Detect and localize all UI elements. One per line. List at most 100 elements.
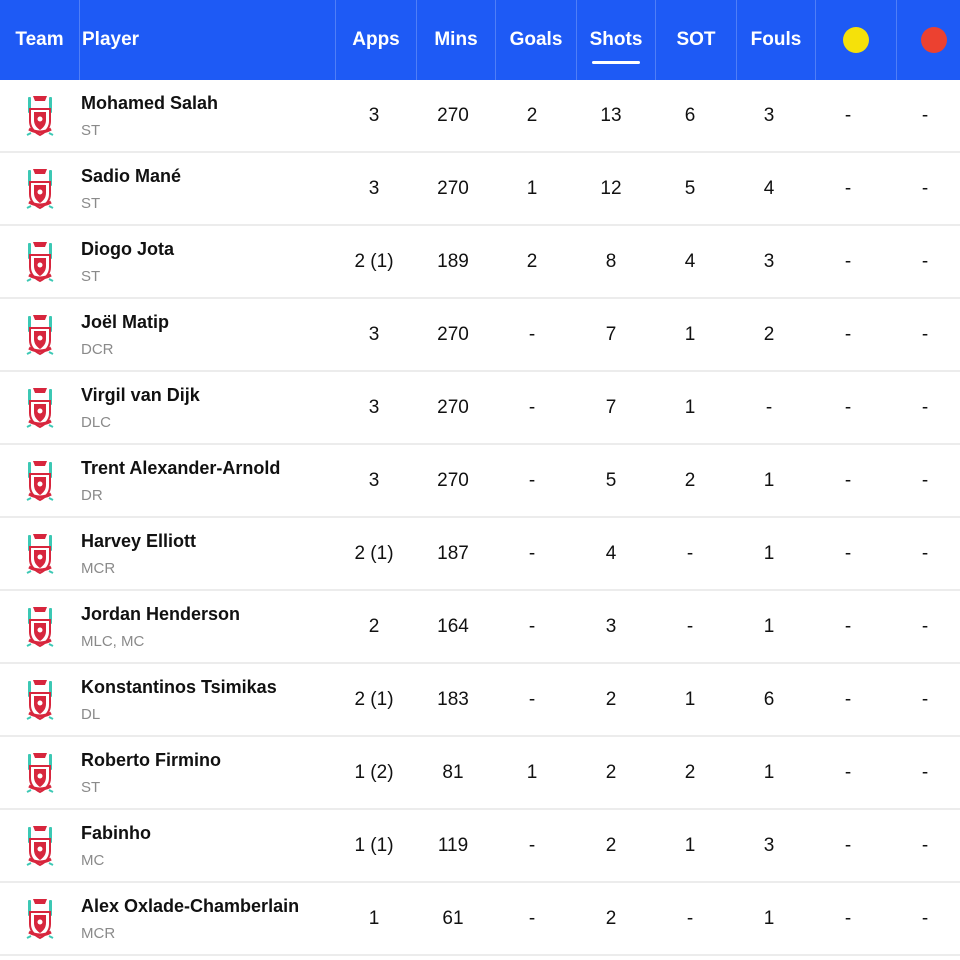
player-cell: Harvey Elliott MCR bbox=[79, 518, 334, 589]
mins-cell: 270 bbox=[437, 396, 469, 418]
apps-cell: 2 (1) bbox=[354, 542, 394, 564]
player-position: ST bbox=[81, 268, 101, 285]
sot-cell: 6 bbox=[684, 104, 696, 126]
mins-cell: 189 bbox=[437, 250, 469, 272]
fouls-cell: 3 bbox=[763, 834, 775, 856]
table-row[interactable]: Roberto Firmino ST 1 (2) 81 1 2 2 1 - - bbox=[0, 737, 960, 810]
yellow-cards-cell: - bbox=[844, 834, 852, 856]
team-cell bbox=[0, 372, 79, 443]
table-row[interactable]: Konstantinos Tsimikas DL 2 (1) 183 - 2 1… bbox=[0, 664, 960, 737]
goals-cell: 1 bbox=[526, 761, 538, 783]
yellow-cards-cell: - bbox=[844, 907, 852, 929]
player-name[interactable]: Konstantinos Tsimikas bbox=[81, 677, 277, 697]
column-header-shots[interactable]: Shots bbox=[577, 0, 656, 80]
liverpool-crest-icon bbox=[26, 387, 53, 428]
player-name[interactable]: Sadio Mané bbox=[81, 166, 182, 186]
fouls-cell: 4 bbox=[763, 177, 775, 199]
player-cell: Joël Matip DCR bbox=[79, 299, 334, 370]
table-row[interactable]: Trent Alexander-Arnold DR 3 270 - 5 2 1 … bbox=[0, 445, 960, 518]
player-position: MLC, MC bbox=[81, 633, 145, 650]
player-name[interactable]: Mohamed Salah bbox=[81, 93, 219, 113]
column-header-player[interactable]: Player bbox=[80, 0, 336, 80]
red-cards-cell: - bbox=[921, 542, 929, 564]
red-cards-cell: - bbox=[921, 323, 929, 345]
player-cell: Virgil van Dijk DLC bbox=[79, 372, 334, 443]
player-position: DL bbox=[81, 706, 101, 723]
shots-cell: 4 bbox=[605, 542, 617, 564]
column-header-apps[interactable]: Apps bbox=[336, 0, 417, 80]
fouls-cell: 3 bbox=[763, 104, 775, 126]
player-cell: Konstantinos Tsimikas DL bbox=[79, 664, 334, 735]
player-cell: Fabinho MC bbox=[79, 810, 334, 881]
yellow-cards-cell: - bbox=[844, 469, 852, 491]
yellow-cards-cell: - bbox=[844, 761, 852, 783]
column-header-mins[interactable]: Mins bbox=[417, 0, 496, 80]
team-cell bbox=[0, 664, 79, 735]
column-header-sot[interactable]: SOT bbox=[656, 0, 737, 80]
table-row[interactable]: Diogo Jota ST 2 (1) 189 2 8 4 3 - - bbox=[0, 226, 960, 299]
player-position: MCR bbox=[81, 925, 116, 942]
red-cards-cell: - bbox=[921, 177, 929, 199]
table-row[interactable]: Sadio Mané ST 3 270 1 12 5 4 - - bbox=[0, 153, 960, 226]
fouls-cell: 2 bbox=[763, 323, 775, 345]
yellow-cards-cell: - bbox=[844, 396, 852, 418]
player-name[interactable]: Virgil van Dijk bbox=[81, 385, 200, 405]
red-cards-cell: - bbox=[921, 834, 929, 856]
team-cell bbox=[0, 591, 79, 662]
red-card-icon bbox=[921, 27, 947, 53]
player-name[interactable]: Jordan Henderson bbox=[81, 604, 241, 624]
goals-cell: 2 bbox=[526, 104, 538, 126]
player-name[interactable]: Harvey Elliott bbox=[81, 531, 197, 551]
player-name[interactable]: Joël Matip bbox=[81, 312, 170, 332]
team-cell bbox=[0, 518, 79, 589]
apps-cell: 1 (2) bbox=[354, 761, 394, 783]
sot-cell: 5 bbox=[684, 177, 696, 199]
shots-cell: 7 bbox=[605, 323, 617, 345]
mins-cell: 270 bbox=[437, 104, 469, 126]
player-name[interactable]: Diogo Jota bbox=[81, 239, 174, 259]
liverpool-crest-icon bbox=[26, 241, 53, 282]
goals-cell: - bbox=[528, 834, 536, 856]
goals-cell: 2 bbox=[526, 250, 538, 272]
yellow-cards-cell: - bbox=[844, 688, 852, 710]
team-cell bbox=[0, 226, 79, 297]
player-name[interactable]: Roberto Firmino bbox=[81, 750, 221, 770]
table-row[interactable]: Harvey Elliott MCR 2 (1) 187 - 4 - 1 - - bbox=[0, 518, 960, 591]
apps-cell: 3 bbox=[368, 104, 380, 126]
mins-cell: 81 bbox=[442, 761, 464, 783]
team-cell bbox=[0, 883, 79, 954]
apps-cell: 2 (1) bbox=[354, 250, 394, 272]
mins-cell: 270 bbox=[437, 469, 469, 491]
player-cell: Sadio Mané ST bbox=[79, 153, 334, 224]
column-header-team[interactable]: Team bbox=[0, 0, 80, 80]
column-header-fouls[interactable]: Fouls bbox=[737, 0, 816, 80]
sot-cell: 1 bbox=[684, 688, 696, 710]
table-row[interactable]: Joël Matip DCR 3 270 - 7 1 2 - - bbox=[0, 299, 960, 372]
player-position: MCR bbox=[81, 560, 116, 577]
player-cell: Roberto Firmino ST bbox=[79, 737, 334, 808]
yellow-cards-cell: - bbox=[844, 542, 852, 564]
player-name[interactable]: Fabinho bbox=[81, 823, 151, 843]
shots-cell: 12 bbox=[600, 177, 622, 199]
table-row[interactable]: Virgil van Dijk DLC 3 270 - 7 1 - - - bbox=[0, 372, 960, 445]
table-row[interactable]: Alex Oxlade-Chamberlain MCR 1 61 - 2 - 1… bbox=[0, 883, 960, 956]
column-header-yellow-cards[interactable] bbox=[816, 0, 897, 80]
player-name[interactable]: Trent Alexander-Arnold bbox=[81, 458, 281, 478]
mins-cell: 183 bbox=[437, 688, 469, 710]
column-header-goals[interactable]: Goals bbox=[496, 0, 577, 80]
mins-cell: 270 bbox=[437, 323, 469, 345]
table-row[interactable]: Fabinho MC 1 (1) 119 - 2 1 3 - - bbox=[0, 810, 960, 883]
goals-cell: - bbox=[528, 396, 536, 418]
table-row[interactable]: Mohamed Salah ST 3 270 2 13 6 3 - - bbox=[0, 80, 960, 153]
liverpool-crest-icon bbox=[26, 168, 53, 209]
team-cell bbox=[0, 445, 79, 516]
apps-cell: 3 bbox=[368, 396, 380, 418]
player-position: ST bbox=[81, 779, 101, 796]
sot-cell: 1 bbox=[684, 396, 696, 418]
liverpool-crest-icon bbox=[26, 898, 53, 939]
column-header-red-cards[interactable] bbox=[897, 0, 960, 80]
red-cards-cell: - bbox=[921, 907, 929, 929]
player-name[interactable]: Alex Oxlade-Chamberlain bbox=[81, 896, 300, 916]
apps-cell: 2 bbox=[368, 615, 380, 637]
table-row[interactable]: Jordan Henderson MLC, MC 2 164 - 3 - 1 -… bbox=[0, 591, 960, 664]
